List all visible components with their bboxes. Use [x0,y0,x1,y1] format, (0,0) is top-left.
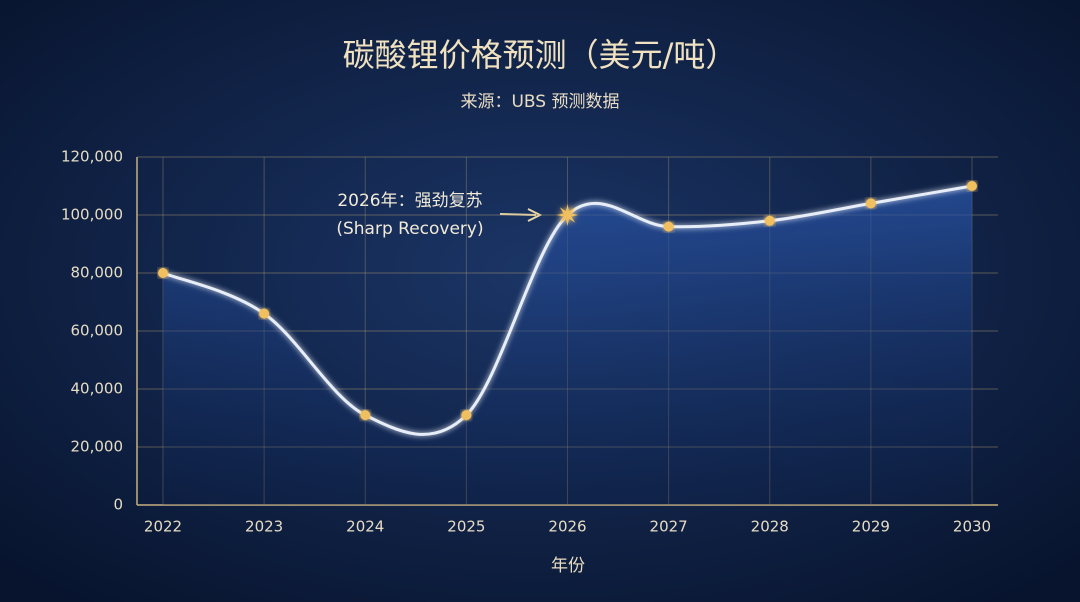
chart-title: 碳酸锂价格预测（美元/吨） [343,36,738,74]
x-axis-label: 年份 [551,556,585,576]
x-tick-label: 2024 [346,518,384,536]
x-tick-label: 2029 [852,518,890,536]
point [461,410,472,421]
point [663,221,674,232]
point [360,410,371,421]
y-tick-label: 40,000 [71,380,124,398]
annotation: 2026年：强劲复苏 [337,191,482,211]
x-tick-label: 2023 [245,518,283,536]
annotation: (Sharp Recovery) [336,219,483,239]
line [162,184,973,436]
point [865,198,876,209]
point [556,204,579,226]
x-tick-label: 2030 [953,518,991,536]
x-tick-label: 2028 [751,518,789,536]
y-tick-label: 60,000 [71,322,124,340]
point [259,308,270,319]
annotation-arrow [499,208,543,222]
x-tick-label: 2022 [144,518,182,536]
point [158,268,168,278]
y-tick-label: 20,000 [71,438,124,456]
area [163,186,972,505]
y-tick-label: 80,000 [71,264,124,282]
x-tick-label: 2026 [548,518,586,536]
point [967,181,977,191]
x-tick-label: 2025 [447,518,485,536]
y-tick-label: 100,000 [61,206,123,224]
chart-subtitle: 来源：UBS 预测数据 [460,92,619,112]
y-tick-label: 120,000 [61,148,123,166]
point [764,215,775,226]
y-tick-label: 0 [113,496,123,514]
x-tick-label: 2027 [650,518,688,536]
